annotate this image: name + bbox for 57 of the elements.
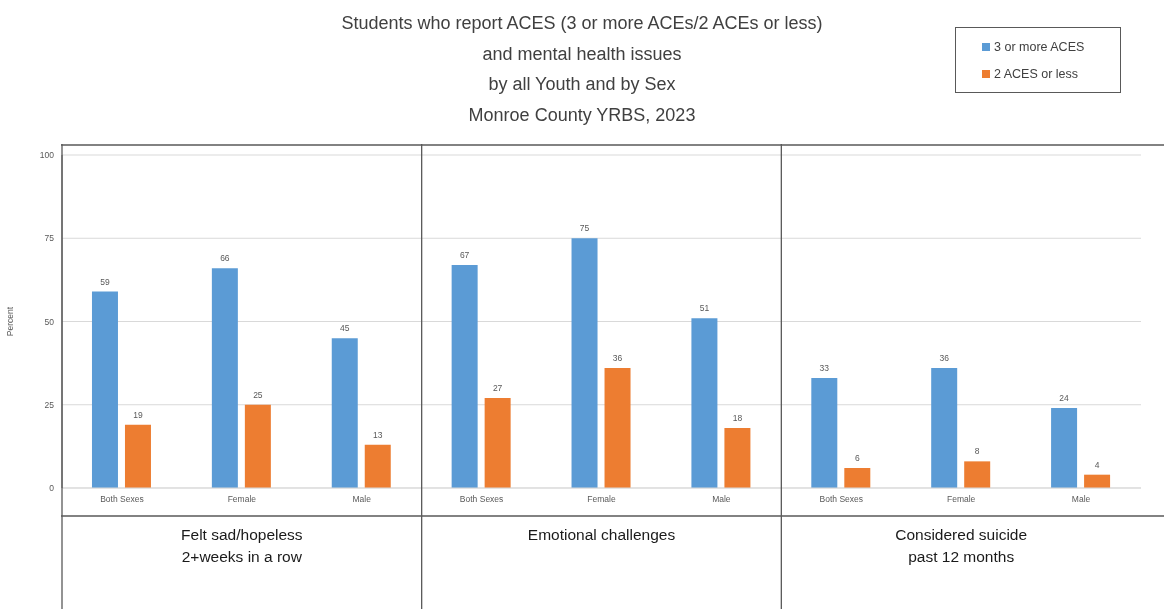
legend-label: 3 or more ACES: [994, 40, 1085, 54]
bar: [484, 398, 511, 488]
bar: [1084, 474, 1111, 488]
x-tick-label: Both Sexes: [459, 494, 504, 505]
x-tick-label: Both Sexes: [100, 494, 144, 505]
bar: [724, 428, 751, 488]
bar: [844, 468, 871, 488]
bar: [811, 378, 838, 488]
data-label: 6: [854, 453, 860, 464]
data-label: 67: [459, 249, 470, 260]
data-label: 13: [373, 429, 383, 440]
data-label: 8: [974, 446, 980, 457]
chart-title: Students who report ACES (3 or more ACEs/2 ACEs or less) and mental health issues by all Youth and by Sex Monroe County YRBS, 2023: [341, 13, 823, 125]
data-label: 4: [1094, 459, 1100, 470]
data-label: 25: [253, 389, 263, 400]
bar: [964, 461, 991, 488]
bar: [331, 338, 358, 488]
y-axis-title: Percent: [5, 306, 16, 337]
data-label: 24: [1059, 393, 1070, 404]
bar: [931, 368, 958, 488]
x-tick-label: Male: [1071, 494, 1091, 505]
bar: [364, 444, 391, 488]
data-label: 75: [579, 223, 590, 234]
x-tick-label: Female: [587, 494, 616, 505]
data-label: 27: [492, 383, 503, 394]
x-tick-label: Female: [946, 494, 976, 505]
bar: [91, 291, 118, 488]
data-label: 45: [340, 323, 350, 334]
bar: [451, 264, 478, 488]
bar: [211, 268, 238, 488]
bar: [1051, 408, 1078, 488]
x-tick-label: Female: [227, 494, 257, 505]
bar: [244, 404, 271, 488]
x-tick-label: Male: [352, 494, 372, 505]
data-label: 36: [939, 353, 950, 364]
text: Felt sad/hopeless 2+weeks in a row: [180, 525, 304, 567]
data-label: 51: [699, 303, 710, 314]
x-tick-label: Male: [712, 494, 731, 505]
data-label: 59: [100, 276, 110, 287]
bar: [604, 368, 631, 488]
x-tick-label: Both Sexes: [819, 494, 864, 505]
y-tick-label: 75: [44, 233, 55, 244]
y-tick-label: 25: [44, 399, 55, 410]
text: Considered suicide past 12 months: [894, 525, 1029, 567]
bar: [124, 424, 151, 488]
data-label: 19: [133, 409, 143, 420]
legend-label: 2 ACES or less: [994, 67, 1079, 81]
bar: [571, 238, 598, 488]
text: Emotional challenges: [526, 525, 677, 545]
bar: [691, 318, 718, 488]
y-tick-label: 0: [49, 483, 55, 494]
data-label: 33: [819, 363, 830, 374]
data-label: 66: [220, 253, 230, 264]
data-label: 18: [732, 413, 743, 424]
y-tick-label: 50: [44, 316, 55, 327]
y-tick-label: 100: [39, 150, 55, 161]
data-label: 36: [612, 353, 623, 364]
